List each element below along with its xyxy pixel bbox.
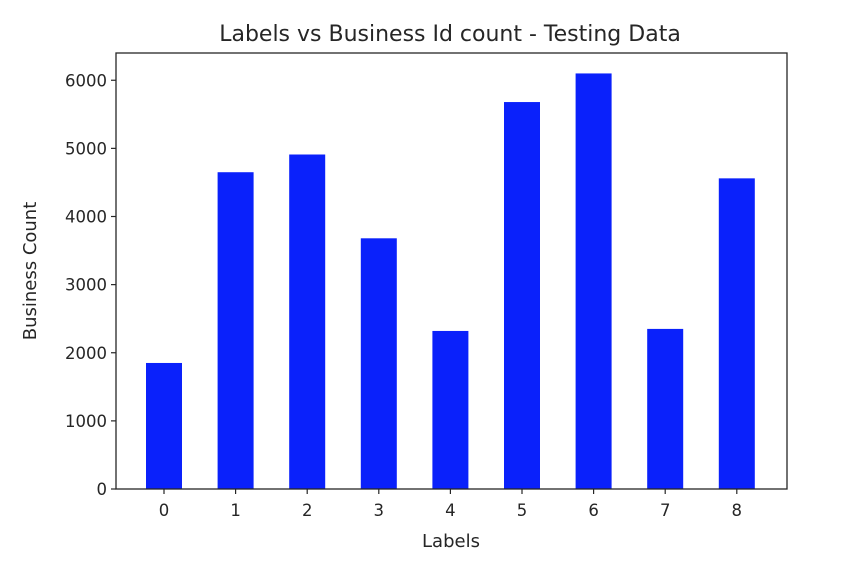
bar-0 — [146, 362, 182, 489]
bar-5 — [504, 102, 540, 490]
bar-8 — [718, 178, 755, 489]
x-tick-label: 1 — [230, 501, 241, 520]
y-tick-label: 6000 — [65, 71, 107, 90]
plot-area: 0 1000 2000 3000 4000 5000 6000 0 1 2 3 4 5 6 7 8 — [65, 52, 788, 520]
axes-frame — [115, 52, 788, 490]
x-tick-label: 6 — [588, 501, 599, 520]
x-tick-label: 3 — [374, 501, 385, 520]
x-tick-label: 7 — [660, 501, 671, 520]
bar-4 — [432, 330, 469, 489]
y-tick-label: 0 — [97, 480, 108, 499]
y-tick-label: 4000 — [65, 208, 107, 227]
x-axis-label: Labels — [422, 531, 480, 552]
bar-1 — [217, 172, 254, 489]
x-tick-label: 8 — [732, 501, 743, 520]
x-tick-label: 0 — [159, 501, 170, 520]
y-tick-label: 5000 — [65, 139, 107, 158]
bar-7 — [647, 328, 684, 489]
chart-title: Labels vs Business Id count - Testing Da… — [219, 22, 681, 47]
y-axis: 0 1000 2000 3000 4000 5000 6000 — [65, 71, 116, 499]
bar-6 — [575, 73, 612, 489]
y-tick-label: 3000 — [65, 276, 107, 295]
x-tick-label: 4 — [445, 501, 456, 520]
x-axis: 0 1 2 3 4 5 6 7 8 — [159, 489, 742, 520]
bar-2 — [289, 154, 326, 489]
y-axis-label: Business Count — [20, 202, 41, 341]
y-tick-label: 1000 — [65, 412, 107, 431]
bar-3 — [360, 238, 397, 489]
x-tick-label: 5 — [517, 501, 528, 520]
x-tick-label: 2 — [302, 501, 313, 520]
y-tick-label: 2000 — [65, 344, 107, 363]
bar-group — [146, 73, 755, 490]
